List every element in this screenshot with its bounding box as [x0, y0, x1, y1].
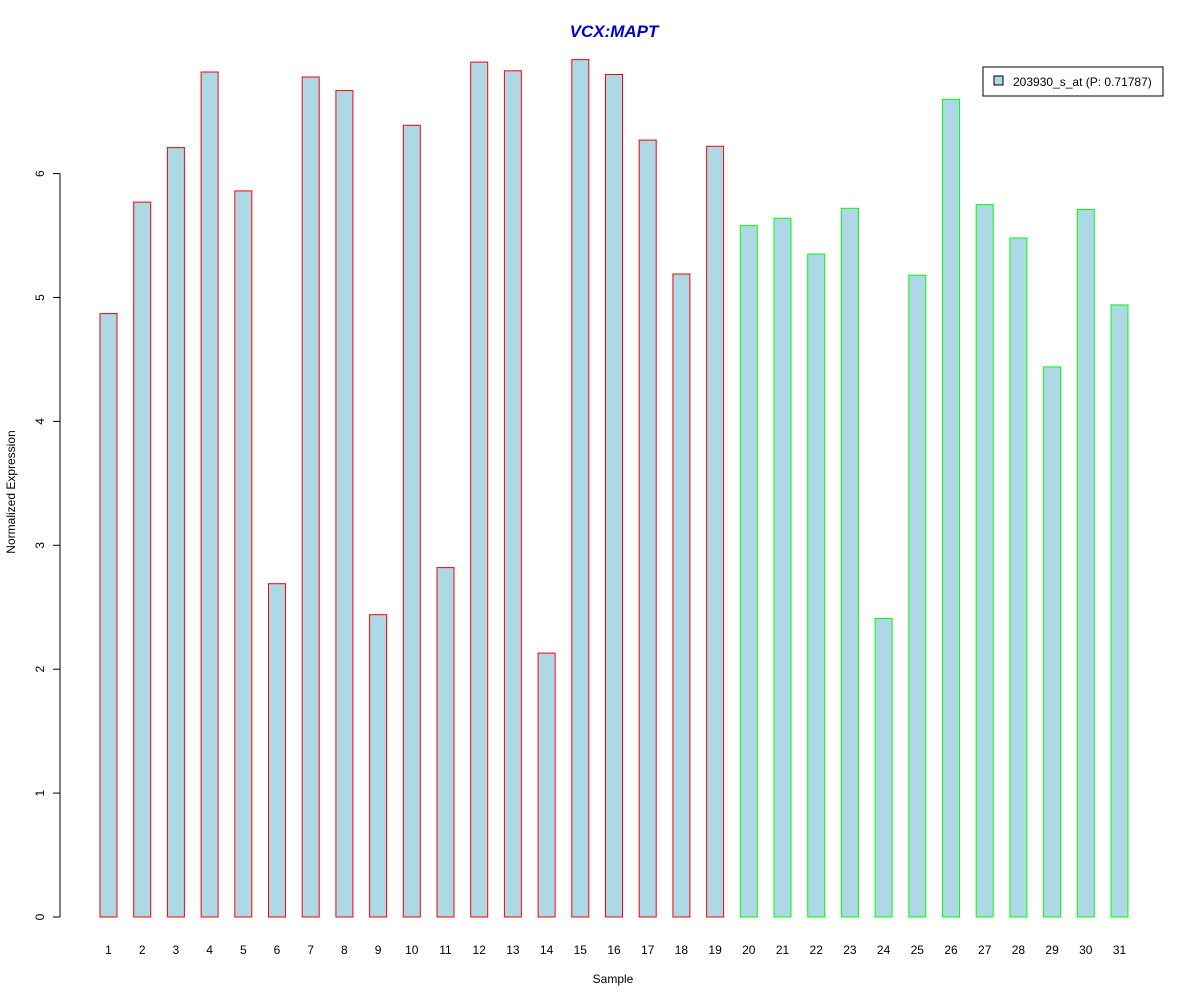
bar-sample-13	[503, 70, 522, 918]
x-tick-label: 16	[607, 943, 621, 957]
x-tick-label: 20	[742, 943, 756, 957]
y-tick-label: 2	[33, 666, 47, 673]
legend-entry: 203930_s_at (P: 0.71787)	[1013, 75, 1152, 89]
bar-sample-7	[301, 76, 320, 918]
legend: 203930_s_at (P: 0.71787)	[982, 66, 1164, 97]
bar-sample-23	[840, 207, 859, 918]
x-tick-label: 31	[1113, 943, 1127, 957]
y-tick-label: 3	[33, 542, 47, 549]
y-tick-label: 0	[33, 913, 47, 920]
x-tick-label: 28	[1012, 943, 1026, 957]
y-axis-label: Normalized Expression	[4, 430, 18, 553]
x-tick-label: 4	[206, 943, 213, 957]
bar-sample-17	[638, 139, 657, 918]
x-tick-label: 7	[307, 943, 314, 957]
x-tick-label: 26	[944, 943, 958, 957]
x-tick-label: 30	[1079, 943, 1093, 957]
bar-sample-11	[436, 567, 455, 918]
x-tick-label: 11	[439, 943, 452, 957]
x-tick-label: 25	[911, 943, 925, 957]
y-axis: 0 1 2 3 4 5 6	[33, 170, 61, 920]
x-tick-label: 27	[978, 943, 992, 957]
x-tick-label: 5	[240, 943, 247, 957]
y-tick-label: 4	[33, 418, 47, 425]
bar-sample-22	[807, 253, 826, 918]
x-tick-label: 22	[810, 943, 824, 957]
bar-sample-16	[605, 74, 623, 918]
bar-sample-29	[1043, 366, 1062, 918]
bar-sample-20	[739, 225, 758, 918]
bar-sample-31	[1110, 304, 1129, 918]
bar-sample-8	[335, 90, 354, 918]
x-tick-label: 10	[405, 943, 419, 957]
x-tick-label: 6	[274, 943, 281, 957]
bar-sample-19	[706, 145, 725, 918]
x-tick-label: 18	[675, 943, 689, 957]
x-axis-label: Sample	[593, 972, 634, 986]
x-tick-label: 17	[641, 943, 655, 957]
bar-sample-6	[268, 583, 286, 918]
bar-sample-21	[773, 217, 792, 918]
x-tick-label: 23	[843, 943, 857, 957]
bar-sample-25	[908, 274, 927, 918]
bar-sample-26	[942, 98, 960, 918]
bar-sample-24	[874, 617, 893, 918]
bar-sample-30	[1076, 209, 1095, 918]
legend-box	[982, 66, 1164, 97]
bar-sample-3	[166, 147, 185, 918]
x-tick-label: 12	[473, 943, 487, 957]
x-tick-label: 21	[776, 943, 790, 957]
x-tick-label: 2	[139, 943, 146, 957]
y-tick-label: 1	[33, 789, 47, 796]
chart-title: VCX:MAPT	[570, 22, 660, 41]
bar-sample-18	[672, 273, 691, 918]
legend-swatch	[993, 75, 1004, 86]
bars	[99, 59, 1129, 918]
x-tick-label: 19	[708, 943, 722, 957]
bar-sample-5	[234, 190, 253, 918]
x-tick-label: 3	[173, 943, 180, 957]
bar-sample-9	[369, 614, 388, 918]
x-tick-label: 29	[1045, 943, 1059, 957]
x-tick-label: 8	[341, 943, 348, 957]
x-tick-labels: 1 2 3 4 5 6 7 8 9 10 11 12 13 14 15 16 17 18 19 20 21 22 23 24 2…	[105, 943, 1126, 957]
x-tick-label: 24	[877, 943, 891, 957]
y-tick-label: 5	[33, 294, 47, 301]
bar-sample-10	[402, 124, 421, 918]
x-tick-label: 15	[574, 943, 588, 957]
bar-sample-14	[537, 652, 556, 918]
x-tick-label: 9	[375, 943, 382, 957]
x-tick-label: 13	[506, 943, 520, 957]
y-tick-label: 6	[33, 170, 47, 177]
x-tick-label: 14	[540, 943, 554, 957]
bar-sample-1	[99, 313, 118, 918]
bar-sample-27	[975, 204, 994, 918]
bar-sample-12	[470, 61, 489, 918]
bar-sample-15	[571, 59, 590, 918]
bar-sample-4	[200, 71, 219, 918]
x-tick-label: 1	[105, 943, 112, 957]
bar-sample-28	[1009, 237, 1028, 918]
bar-sample-2	[133, 201, 152, 918]
